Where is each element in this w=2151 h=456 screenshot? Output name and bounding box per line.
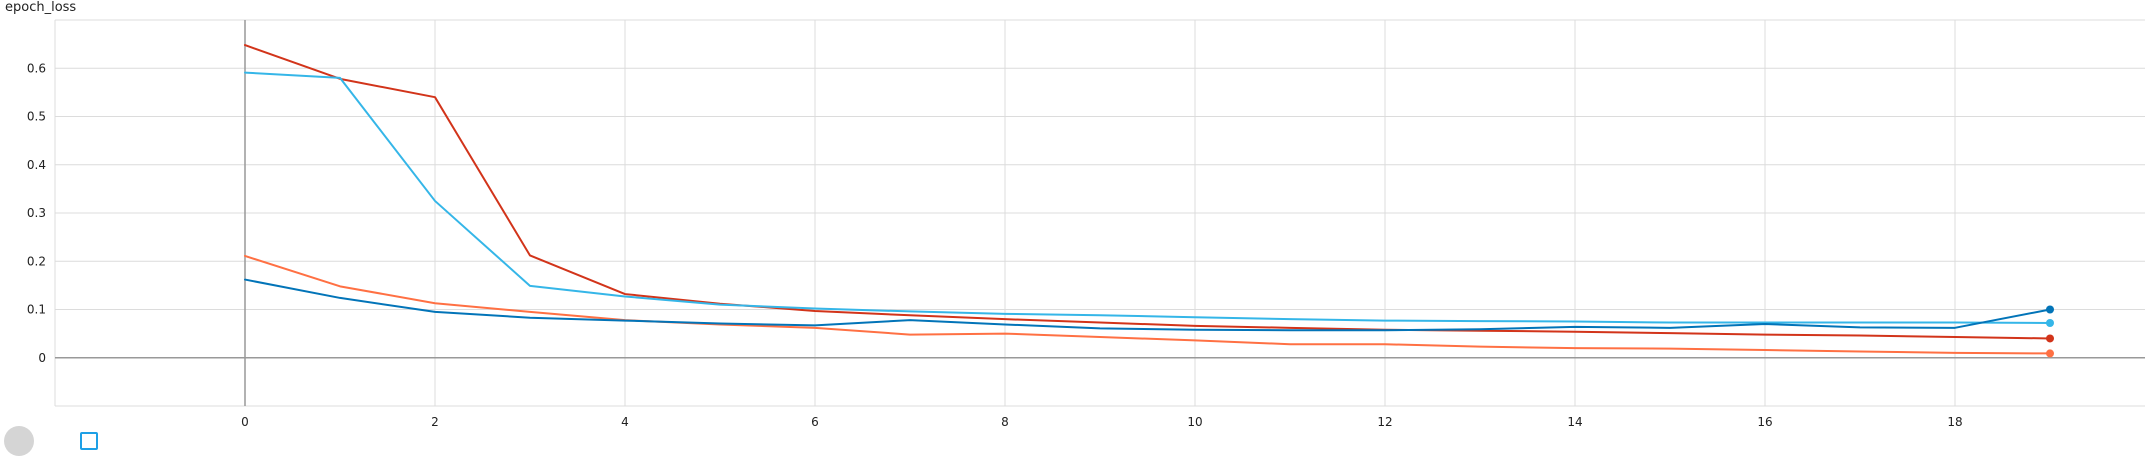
y-tick-label: 0.1 xyxy=(27,303,46,317)
x-tick-label: 6 xyxy=(811,415,819,429)
y-tick-label: 0 xyxy=(38,351,46,365)
y-tick-label: 0.2 xyxy=(27,254,46,268)
y-tick-label: 0.5 xyxy=(27,110,46,124)
axes xyxy=(55,20,2145,406)
series-line-2 xyxy=(244,71,2051,325)
log-scale-checkbox[interactable] xyxy=(80,432,98,450)
expand-toggle-icon[interactable] xyxy=(4,426,34,456)
grid-lines xyxy=(54,19,2145,407)
x-tick-label: 8 xyxy=(1001,415,1009,429)
y-tick-label: 0.4 xyxy=(27,158,46,172)
series-line-1 xyxy=(244,44,2051,340)
x-tick-label: 18 xyxy=(1947,415,1962,429)
x-tick-label: 2 xyxy=(431,415,439,429)
x-tick-label: 0 xyxy=(241,415,249,429)
x-tick-label: 4 xyxy=(621,415,629,429)
chart-plot: 0 2 4 6 8 10 12 14 16 18 0 0.1 0.2 0.3 0.4 0.5 0.6 xyxy=(27,19,2145,429)
series-line-4 xyxy=(244,278,2051,332)
series-end-markers xyxy=(2046,305,2054,358)
series-line-3 xyxy=(244,254,2051,355)
x-tick-label: 10 xyxy=(1187,415,1202,429)
y-tick-label: 0.6 xyxy=(27,61,46,75)
series-end-point-1 xyxy=(2046,334,2054,343)
series-end-point-3 xyxy=(2046,349,2054,358)
chart-controls xyxy=(4,426,124,456)
series-lines xyxy=(244,44,2051,355)
chart-title: epoch_loss xyxy=(5,0,77,15)
series-end-point-4 xyxy=(2046,305,2054,314)
x-tick-label: 12 xyxy=(1377,415,1392,429)
series-end-point-2 xyxy=(2046,319,2054,328)
y-tick-label: 0.3 xyxy=(27,206,46,220)
x-tick-label: 14 xyxy=(1567,415,1582,429)
tick-labels: 0 2 4 6 8 10 12 14 16 18 0 0.1 0.2 0.3 0.4 0.5 0.6 xyxy=(27,61,1963,429)
x-tick-label: 16 xyxy=(1757,415,1772,429)
